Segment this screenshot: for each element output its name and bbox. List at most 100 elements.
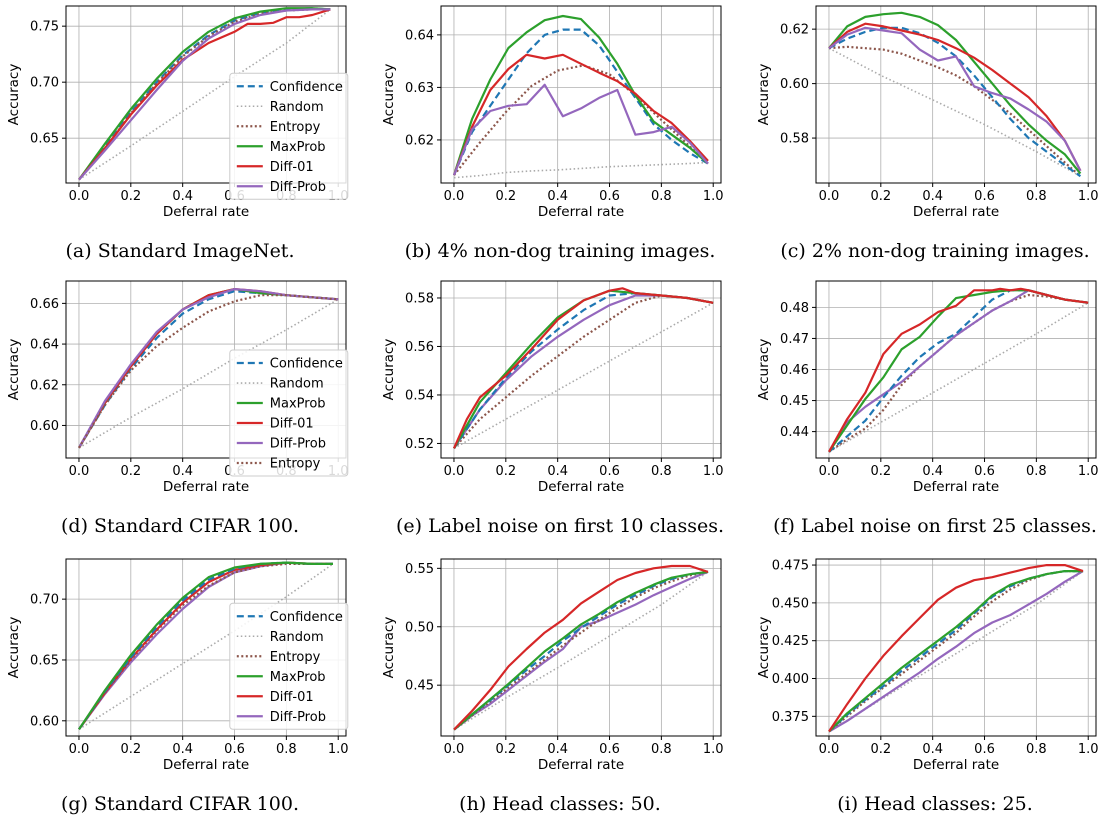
x-tick-label: 0.0 [819,464,840,479]
x-tick-label: 0.2 [495,189,516,204]
y-tick-label: 0.70 [30,593,59,608]
plot-frame [815,558,1097,737]
series-line-maxprob [453,570,709,731]
y-axis-label: Accuracy [381,339,397,401]
x-tick-label: 0.4 [172,464,193,479]
series-line-maxprob [828,289,1089,453]
legend-label: Entropy [270,120,321,135]
chart-caption: (a) Standard ImageNet. [65,240,295,262]
legend-label: Diff-Prob [270,710,326,725]
chart-panel: 0.0 0.2 0.4 0.6 0.8 1.0 0.60 0.65 0.70 Deferral r… [0,553,360,781]
y-tick-label: 0.65 [30,132,59,147]
chart-svg: 0.00.20.40.60.81.00.600.620.640.66Deferr… [6,280,349,495]
legend-label: Entropy [270,650,321,665]
y-axis-label: Accuracy [6,339,22,401]
series-line-confidence [453,570,709,731]
series-line-confidence [453,292,714,449]
series-line-maxprob [828,570,1083,733]
x-tick-label: 1.0 [703,742,724,757]
legend-label: MaxProb [270,670,326,685]
y-tick-label: 0.60 [30,419,59,434]
series-line-maxprob [78,7,331,181]
chart-svg: 0.0 0.2 0.4 0.6 0.8 1.0 0.45 0.50 0.55 Deferral r… [381,558,724,773]
y-tick-label: 0.52 [405,437,434,452]
chart-panel: 0.0 0.2 0.4 0.6 0.8 1.0 0.45 0.50 0.55 Deferral r… [375,553,735,781]
y-tick-label: 0.64 [30,338,59,353]
x-axis-label: Deferral rate [163,479,249,495]
series-line-random [828,570,1084,733]
legend-label: Confidence [270,80,343,95]
x-tick-label: 0.4 [547,464,568,479]
y-axis-label: Accuracy [756,64,772,126]
legend-label: Confidence [270,357,343,372]
x-tick-label: 1.0 [703,464,724,479]
y-tick-label: 0.62 [780,23,809,38]
x-axis-label: Deferral rate [163,204,249,220]
legend-label: MaxProb [270,140,326,155]
y-tick-label: 0.60 [780,77,809,92]
series-line-diff-prob [453,294,714,449]
series-line-confidence [828,289,1089,453]
y-axis-label: Accuracy [6,617,22,679]
series-line-diff-01 [453,564,709,731]
x-axis-label: Deferral rate [538,479,624,495]
x-tick-label: 0.4 [547,742,568,757]
series-line-diff-01 [452,53,709,176]
y-tick-label: 0.400 [772,672,809,687]
x-tick-label: 0.2 [870,189,891,204]
x-tick-label: 0.0 [444,742,465,757]
series-line-diff-prob [78,8,331,181]
x-tick-label: 0.0 [819,742,840,757]
y-tick-label: 0.375 [772,710,809,725]
y-tick-label: 0.50 [405,620,434,635]
x-tick-label: 0.8 [651,189,672,204]
x-tick-label: 0.8 [651,464,672,479]
chart-svg: 0.0 0.2 0.4 0.6 0.8 1.0 0.44 0.45 0.46 0.47 0.48 De… [756,280,1099,495]
y-axis-label: Accuracy [6,64,22,126]
y-tick-label: 0.55 [405,562,434,577]
x-tick-label: 0.8 [1026,189,1047,204]
series-line-entropy [78,294,339,449]
x-axis-label: Deferral rate [913,479,999,495]
series-line-entropy [78,8,331,181]
legend-label: Entropy [270,457,321,472]
chart-caption: (c) 2% non-dog training images. [780,240,1090,262]
chart-svg: 0.0 0.2 0.4 0.6 0.8 1.0 0.58 0.60 0.62 Deferral r… [756,5,1099,220]
legend-label: MaxProb [270,397,326,412]
chart-caption: (f) Label noise on first 25 classes. [773,515,1097,537]
chart-panel: 0.00.20.40.60.81.00.600.620.640.66Deferr… [0,275,360,503]
x-tick-label: 0.8 [1026,464,1047,479]
series-line-random [453,161,709,179]
series-line-random [828,47,1081,177]
x-axis-label: Deferral rate [913,757,999,773]
chart-svg: 0.0 0.2 0.4 0.6 0.8 1.0 0.62 0.63 0.64 Deferral r… [381,5,724,220]
chart-svg: 0.0 0.2 0.4 0.6 0.8 1.0 0.52 0.54 0.56 0.58 Deferr… [381,280,724,495]
x-tick-label: 0.0 [69,742,90,757]
series-line-diff-prob [452,83,709,176]
series-line-diff-01 [452,287,714,449]
x-tick-label: 0.6 [974,742,995,757]
y-tick-label: 0.70 [30,76,59,91]
series-line-entropy [828,570,1083,733]
chart-svg: 0.0 0.2 0.4 0.6 0.8 1.0 0.60 0.65 0.70 Deferral r… [6,558,349,773]
x-tick-label: 0.0 [819,189,840,204]
series-line-random [828,302,1089,453]
legend-label: Diff-01 [270,417,314,432]
x-tick-label: 0.2 [870,464,891,479]
x-tick-label: 0.4 [922,742,943,757]
legend: Confidence Random MaxProb Diff-01 Diff-Prob E… [229,349,349,477]
chart-panel: 0.0 0.2 0.4 0.6 0.8 1.0 0.375 0.400 0.425 0.450 0.… [750,553,1110,781]
series-line-diff-prob [828,570,1084,733]
x-tick-label: 0.8 [276,742,297,757]
series-line-confidence [828,26,1082,178]
y-axis-label: Accuracy [381,64,397,126]
chart-panel: 0.0 0.2 0.4 0.6 0.8 1.0 0.58 0.60 0.62 Deferral r… [750,0,1110,228]
y-tick-label: 0.75 [30,20,59,35]
x-tick-label: 0.0 [444,189,465,204]
x-tick-label: 0.0 [69,464,90,479]
series-line-entropy [453,570,709,731]
series-line-diff-prob [828,289,1089,453]
series-line-diff-prob [828,26,1082,172]
